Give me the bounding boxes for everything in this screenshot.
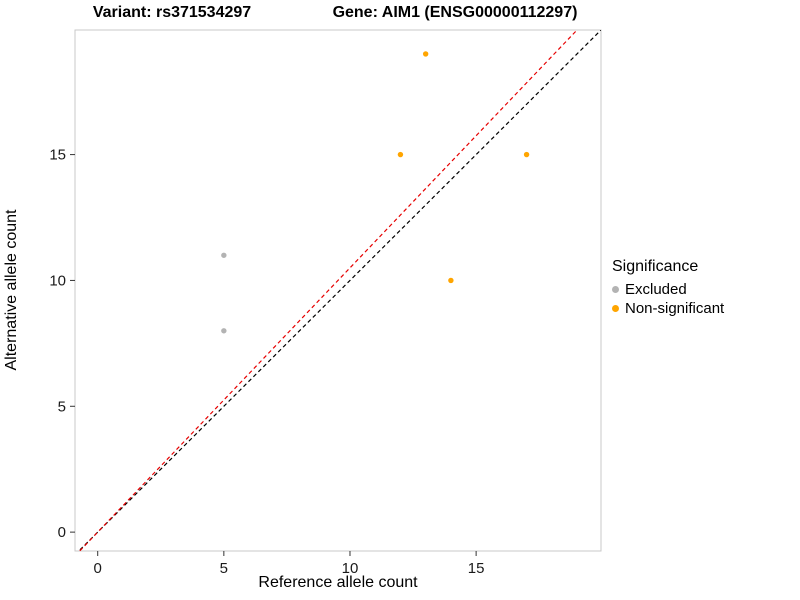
legend-item-excluded: Excluded bbox=[612, 281, 724, 298]
x-tick-label: 0 bbox=[94, 560, 102, 577]
data-point-non-significant bbox=[422, 51, 429, 57]
fit-line bbox=[78, 30, 578, 551]
y-axis-title: Alternative allele count bbox=[3, 209, 20, 371]
non-significant-point-icon bbox=[612, 305, 619, 312]
data-point-non-significant bbox=[523, 151, 530, 158]
y-tick-label: 5 bbox=[58, 398, 66, 415]
x-tick-label: 10 bbox=[342, 560, 359, 577]
legend-title: Significance bbox=[612, 258, 699, 275]
legend-label-excluded: Excluded bbox=[625, 281, 687, 298]
x-tick-label: 5 bbox=[220, 560, 228, 577]
legend-label-non-significant: Non-significant bbox=[625, 300, 725, 317]
plot-title-gene: Gene: AIM1 (ENSG00000112297) bbox=[332, 4, 578, 21]
y-tick-label: 0 bbox=[58, 524, 66, 541]
legend-item-non-significant: Non-significant bbox=[612, 300, 724, 317]
x-tick-label: 15 bbox=[468, 560, 485, 577]
plot-title-variant: Variant: rs371534297 bbox=[92, 4, 252, 21]
y-tick-label: 10 bbox=[49, 272, 66, 289]
data-point-non-significant bbox=[448, 277, 454, 284]
excluded-point-icon bbox=[612, 286, 619, 293]
data-point-non-significant bbox=[397, 151, 404, 158]
y-tick-label: 15 bbox=[49, 147, 66, 164]
data-point-excluded bbox=[221, 328, 227, 334]
identity-line bbox=[77, 30, 601, 551]
legend: Significance Excluded Non-significant bbox=[612, 258, 724, 319]
x-axis-title: Reference allele count bbox=[258, 574, 418, 591]
data-point-excluded bbox=[221, 252, 227, 258]
